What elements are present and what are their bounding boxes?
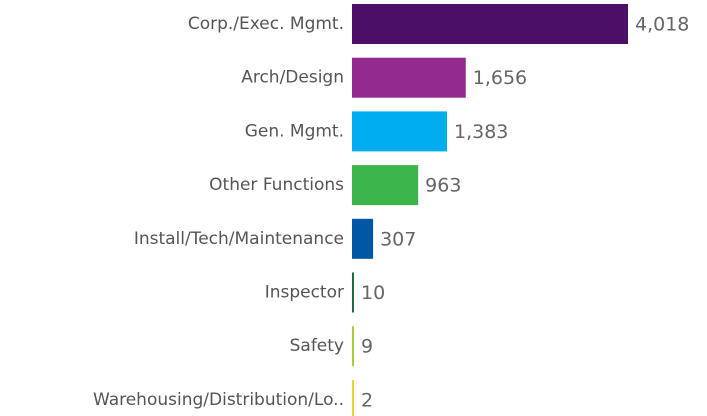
bar bbox=[352, 165, 419, 206]
value-label: 307 bbox=[380, 228, 416, 250]
bar bbox=[352, 379, 354, 416]
value-label: 2 bbox=[361, 389, 373, 411]
category-label: Warehousing/Distribution/Lo.. bbox=[93, 390, 344, 410]
value-label: 963 bbox=[425, 175, 461, 197]
value-label: 9 bbox=[361, 336, 373, 358]
category-label: Arch/Design bbox=[241, 68, 344, 88]
category-label: Install/Tech/Maintenance bbox=[134, 229, 344, 249]
value-label: 1,383 bbox=[454, 121, 508, 143]
category-label: Other Functions bbox=[209, 175, 344, 195]
category-label: Safety bbox=[290, 336, 344, 356]
bar bbox=[352, 326, 354, 367]
value-label: 1,656 bbox=[473, 67, 527, 89]
bar bbox=[352, 272, 354, 313]
category-label: Gen. Mgmt. bbox=[245, 121, 344, 141]
bar bbox=[352, 218, 374, 259]
bar bbox=[352, 57, 466, 98]
value-label: 10 bbox=[361, 282, 385, 304]
value-label: 4,018 bbox=[635, 14, 689, 36]
category-label: Inspector bbox=[265, 283, 344, 303]
category-label: Corp./Exec. Mgmt. bbox=[188, 14, 344, 34]
bar bbox=[352, 4, 628, 44]
bar bbox=[352, 111, 447, 152]
